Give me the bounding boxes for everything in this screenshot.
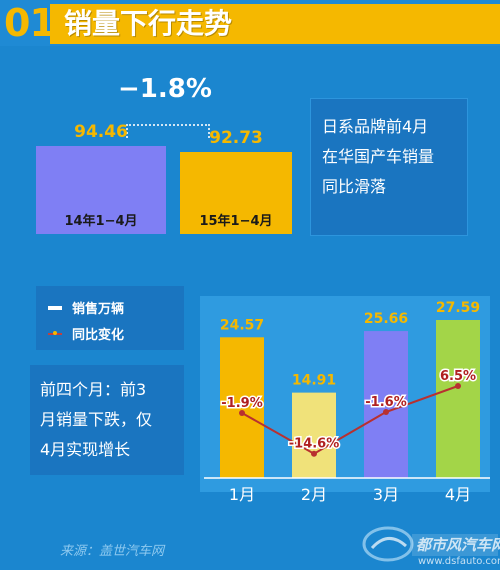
value-label: 24.57: [220, 317, 264, 333]
category-label: 1月: [229, 485, 255, 504]
yoy-label: -14.6%: [289, 437, 340, 452]
summary-text: 前四个月：前3 月销量下跌，仅 4月实现增长: [40, 375, 180, 465]
yoy-point: [239, 409, 245, 416]
page-title: 销量下行走势: [64, 7, 233, 40]
label-2014: 14年1−4月: [64, 214, 138, 229]
legend-bar-swatch: [48, 305, 62, 310]
yoy-point: [455, 383, 461, 389]
watermark-title: 都市风汽车网: [416, 536, 500, 554]
bar-1月: [220, 337, 264, 478]
label-2015: 15年1−4月: [199, 214, 273, 229]
bar-2014: [36, 146, 166, 234]
note-line: 同比滑落: [322, 177, 387, 196]
note-box: [310, 98, 468, 236]
summary-line: 前四个月：前3: [40, 380, 147, 399]
value-label: 14.91: [292, 373, 336, 389]
summary-box: [30, 365, 184, 475]
yoy-label: 6.5%: [440, 369, 476, 384]
bar-4月: [436, 320, 480, 478]
title-banner: [50, 4, 500, 44]
note-line: 日系品牌前4月: [322, 117, 429, 136]
category-label: 4月: [445, 485, 471, 504]
legend-label-yoy: 同比变化: [72, 328, 125, 343]
section-number: 01: [4, 1, 56, 45]
note-text: 日系品牌前4月 在华国产车销量 同比滑落: [322, 112, 462, 202]
legend: [36, 286, 184, 350]
value-label: 27.59: [436, 300, 480, 316]
bar-2月: [292, 392, 336, 478]
legend-item-sales: 销售万辆: [48, 298, 124, 317]
bar-3月: [364, 331, 408, 478]
legend-item-yoy: 同比变化: [48, 324, 124, 343]
summary-line: 月销量下跌，仅: [40, 410, 153, 429]
legend-label-sales: 销售万辆: [72, 302, 125, 317]
watermark-logo: 都市风汽车网 www.dsfauto.com: [362, 526, 500, 567]
source-note: 来源：盖世汽车网: [60, 544, 165, 559]
change-percent: −1.8%: [118, 74, 212, 104]
summary-line: 4月实现增长: [40, 440, 131, 459]
yoy-point: [311, 450, 317, 457]
watermark-url: www.dsfauto.com: [418, 556, 500, 567]
category-label: 3月: [373, 485, 399, 504]
comparison-connector: [126, 124, 210, 138]
category-label: 2月: [301, 485, 327, 504]
value-label: 25.66: [364, 311, 408, 327]
yoy-line: [241, 385, 459, 455]
value-2014: 94.46: [74, 122, 128, 142]
yoy-point: [383, 409, 389, 415]
legend-line-swatch: [48, 330, 62, 335]
yoy-label: -1.9%: [221, 396, 262, 411]
value-2015: 92.73: [209, 128, 263, 148]
note-line: 在华国产车销量: [322, 147, 435, 166]
bar-2015: [180, 152, 292, 234]
yoy-label: -1.6%: [365, 395, 406, 410]
